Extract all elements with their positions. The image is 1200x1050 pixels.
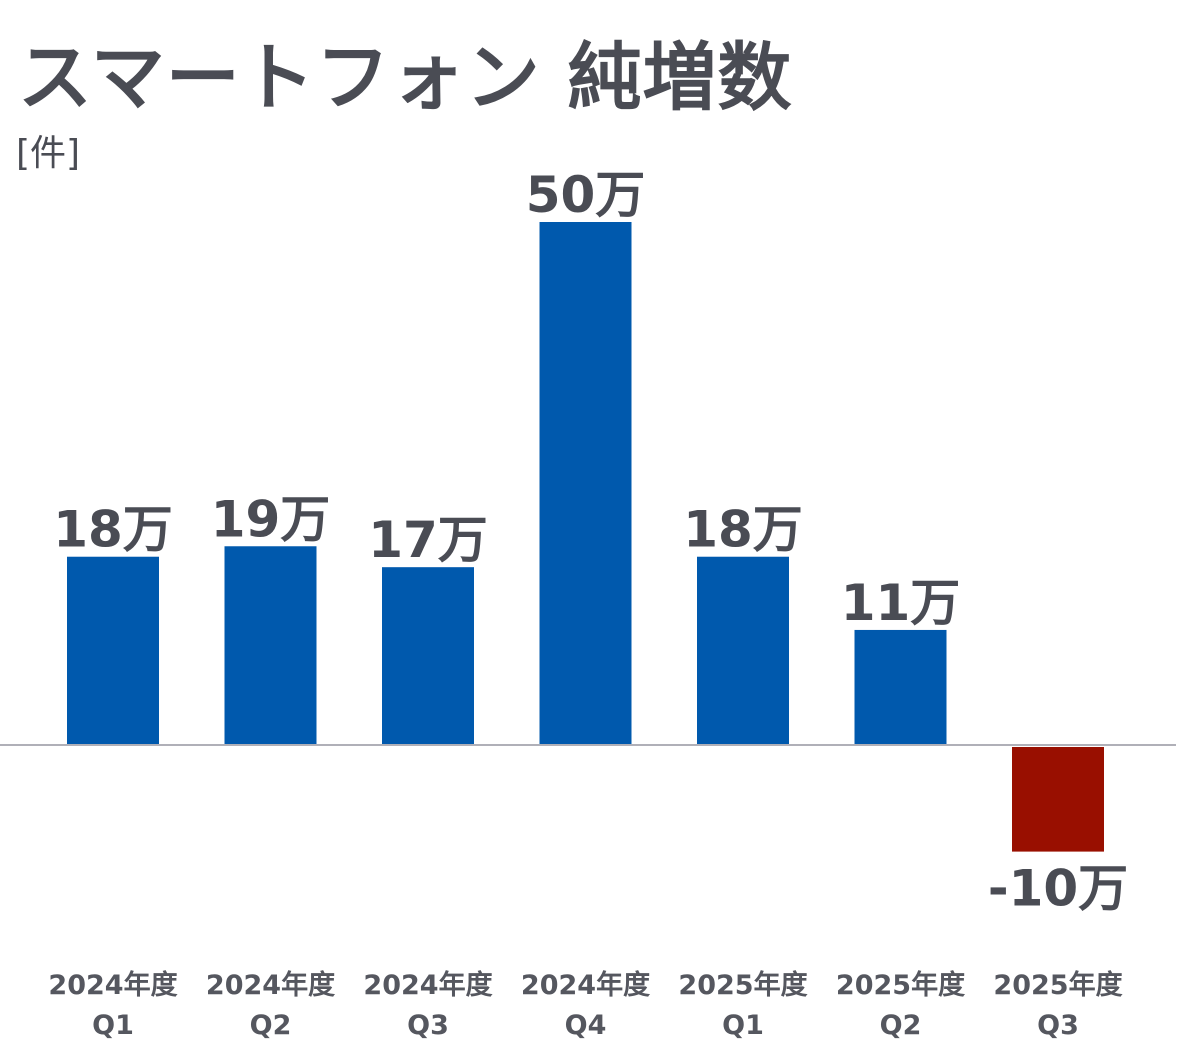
x-tick-label: 2025年度 — [678, 969, 807, 1001]
x-tick-label: 2025年度 — [993, 969, 1122, 1001]
data-label: 11万 — [841, 574, 961, 632]
x-tick-label: Q3 — [407, 1010, 449, 1041]
x-tick-label: Q2 — [250, 1010, 292, 1041]
x-tick-label: 2024年度 — [521, 969, 650, 1001]
x-tick-label: 2025年度 — [836, 969, 965, 1001]
bar — [697, 556, 789, 745]
x-tick-label: Q1 — [92, 1010, 134, 1041]
data-label: 17万 — [368, 511, 488, 569]
bar — [854, 629, 947, 745]
bar — [539, 222, 632, 745]
bar — [382, 567, 474, 745]
x-tick-label: 2024年度 — [363, 969, 492, 1001]
x-tick-label: 2024年度 — [206, 969, 335, 1001]
x-tick-label: Q1 — [722, 1010, 764, 1041]
x-tick-label: Q3 — [1037, 1010, 1079, 1041]
x-tick-label: 2024年度 — [48, 969, 177, 1001]
x-tick-label: Q4 — [565, 1010, 607, 1041]
data-label: 19万 — [211, 490, 331, 548]
data-label: -10万 — [988, 860, 1128, 918]
data-label: 18万 — [683, 501, 803, 559]
x-tick-label: Q2 — [880, 1010, 922, 1041]
data-label: 50万 — [526, 166, 646, 224]
data-label: 18万 — [53, 501, 173, 559]
bar — [67, 556, 159, 745]
bar — [1012, 747, 1104, 852]
chart-title: スマートフォン 純増数 — [18, 35, 793, 121]
bar — [224, 546, 317, 745]
y-axis-unit-label: [件] — [16, 133, 81, 174]
